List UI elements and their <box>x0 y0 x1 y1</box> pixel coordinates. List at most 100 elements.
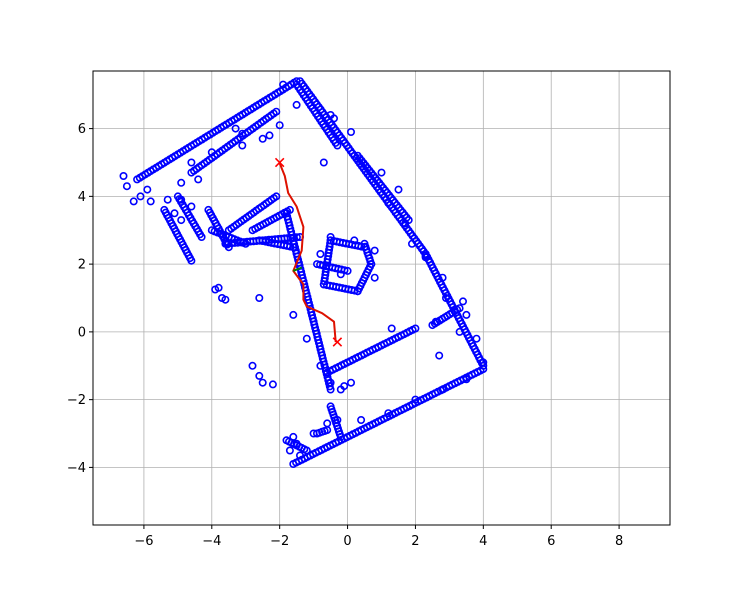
scatter-point <box>289 459 298 468</box>
scatter-point <box>343 266 352 275</box>
scatter-point <box>295 451 304 460</box>
scatter-point <box>122 182 131 191</box>
scatter-point <box>258 134 267 143</box>
scatter-point <box>163 195 172 204</box>
scatter-point <box>143 185 152 194</box>
scatter-point <box>340 382 349 391</box>
scatter-point <box>421 253 430 262</box>
scatter-point <box>411 324 420 333</box>
scatter-point <box>238 141 247 150</box>
scatter-point <box>177 216 186 225</box>
scatter-point <box>119 172 128 181</box>
scatter-point <box>255 293 264 302</box>
heading-line <box>292 266 303 272</box>
axes-frame <box>92 70 671 526</box>
scatter-point <box>326 236 335 245</box>
y-tick-label: −2 <box>67 393 86 408</box>
scatter-point <box>187 256 196 265</box>
scatter-point <box>472 334 481 343</box>
x-tick-label: 8 <box>615 534 623 549</box>
scatter-point <box>302 334 311 343</box>
scatter-point <box>292 439 301 448</box>
scatter-point <box>357 415 366 424</box>
scatter-point <box>438 385 447 394</box>
scatter-point <box>350 236 359 245</box>
scatter-point <box>170 209 179 218</box>
scatter-point <box>289 310 298 319</box>
scatter-point <box>441 293 450 302</box>
x-tick-label: 2 <box>411 534 419 549</box>
y-tick-label: 0 <box>78 325 86 340</box>
scatter-point <box>177 195 186 204</box>
y-tick-label: 6 <box>78 122 86 137</box>
scatter-point <box>346 378 355 387</box>
scatter-point <box>285 205 294 214</box>
scatter-point <box>387 324 396 333</box>
scatter-point <box>258 378 267 387</box>
y-tick-label: −4 <box>67 461 86 476</box>
scatter-point <box>272 107 281 116</box>
x-tick-label: −2 <box>270 534 289 549</box>
scatter-point <box>302 446 311 455</box>
plot-area-background <box>93 71 670 525</box>
y-tick-label: 2 <box>78 258 86 273</box>
x-tick-label: 0 <box>343 534 351 549</box>
scatter-point <box>292 100 301 109</box>
y-tick-label: 4 <box>78 190 86 205</box>
scatter-point <box>455 327 464 336</box>
scatter-point <box>407 239 416 248</box>
scatter-point <box>435 351 444 360</box>
scatter-point <box>411 395 420 404</box>
scatter-point <box>323 419 332 428</box>
scatter-point <box>479 358 488 367</box>
scatter-point <box>177 178 186 187</box>
scatter-point <box>286 242 295 251</box>
scatter-point <box>279 80 288 89</box>
scatter-point <box>377 168 386 177</box>
scatter-point <box>370 273 379 282</box>
grid <box>93 71 670 525</box>
scatter-point <box>275 121 284 130</box>
scatter-point <box>289 432 298 441</box>
scatter-point <box>238 129 247 138</box>
scatter-point <box>197 233 206 242</box>
ticks: −6 −4 −2 0 2 4 6 8 −4 −2 0 2 4 6 <box>67 122 623 549</box>
scatter-point <box>129 197 138 206</box>
scatter-point <box>207 148 216 157</box>
scatter-point <box>431 317 440 326</box>
scatter-point <box>309 429 318 438</box>
scatter-point <box>336 270 345 279</box>
scatter-point <box>289 243 298 252</box>
scatter-point <box>187 202 196 211</box>
scatter-point <box>326 378 335 387</box>
scatter-point <box>255 371 264 380</box>
scatter-point <box>384 409 393 418</box>
scatter-point <box>146 197 155 206</box>
scatter-point <box>438 273 447 282</box>
scatter-point <box>394 185 403 194</box>
scatter-point <box>319 158 328 167</box>
scatter-point <box>194 175 203 184</box>
scatter-point <box>329 114 338 123</box>
scatter-point <box>268 380 277 389</box>
scatter-point <box>462 375 471 384</box>
scatter-point <box>187 158 196 167</box>
scatter-point <box>231 124 240 133</box>
scatter-point <box>370 246 379 255</box>
scatter-point <box>462 310 471 319</box>
x-tick-label: 4 <box>479 534 487 549</box>
scatter-point <box>384 199 393 208</box>
scatter-point <box>265 131 274 140</box>
scatter-point <box>346 128 355 137</box>
x-tick-label: −4 <box>202 534 221 549</box>
scatter-point <box>458 297 467 306</box>
scatter-point <box>333 141 342 150</box>
scatter-point <box>333 415 342 424</box>
scatter-point <box>221 295 230 304</box>
scatter-point <box>401 219 410 228</box>
data-layer <box>119 77 488 468</box>
scatter-point <box>326 233 335 242</box>
scatter-point <box>285 446 294 455</box>
scatter-point <box>211 285 220 294</box>
